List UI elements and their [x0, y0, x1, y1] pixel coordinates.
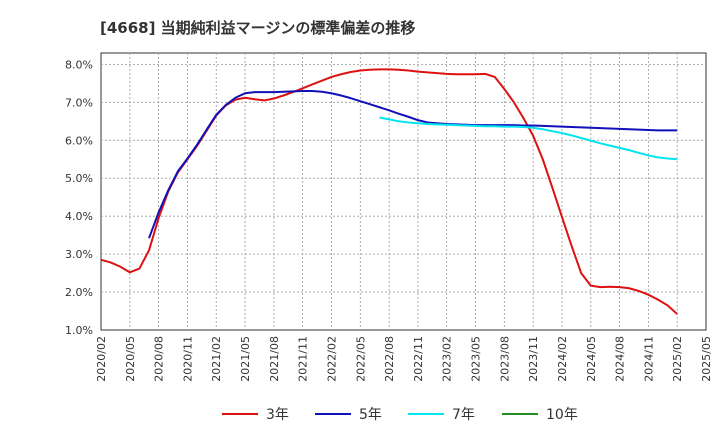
x-tick-label: 2022/11 [412, 336, 425, 382]
series-line-5年 [148, 89, 678, 239]
x-tick-label: 2024/11 [642, 336, 655, 382]
x-tick-label: 2022/02 [325, 336, 338, 382]
legend-label: 10年 [546, 407, 578, 423]
y-tick-label: 2.0% [65, 286, 93, 299]
legend-label: 5年 [359, 407, 382, 423]
x-axis-ticks: 2020/02 2020/05 2020/08 2020/11 2021/02 2021/… [95, 336, 713, 382]
x-tick-label: 2023/08 [498, 336, 511, 382]
y-tick-label: 1.0% [65, 324, 93, 337]
x-tick-label: 2021/05 [239, 336, 252, 382]
x-tick-label: 2020/11 [181, 336, 194, 382]
y-tick-label: 8.0% [65, 58, 93, 71]
y-tick-label: 4.0% [65, 210, 93, 223]
x-tick-label: 2020/08 [153, 336, 166, 382]
x-tick-label: 2024/08 [614, 336, 627, 382]
chart-title: [4668] 当期純利益マージンの標準偏差の推移 [100, 19, 415, 37]
legend-label: 7年 [452, 407, 475, 423]
y-axis-ticks: 1.0% 2.0% 3.0% 4.0% 5.0% 6.0% 7.0% 8.0% [65, 58, 93, 337]
series-layer [100, 68, 678, 315]
x-tick-label: 2023/05 [470, 336, 483, 382]
x-tick-label: 2020/02 [95, 336, 108, 382]
legend: 3年 5年 7年 10年 [222, 407, 578, 423]
x-tick-label: 2024/02 [556, 336, 569, 382]
grid-layer [101, 53, 706, 330]
x-tick-label: 2025/02 [671, 336, 684, 382]
x-tick-label: 2021/02 [210, 336, 223, 382]
y-tick-label: 3.0% [65, 248, 93, 261]
plot-area [100, 52, 707, 331]
x-tick-label: 2024/05 [585, 336, 598, 382]
x-tick-label: 2022/08 [383, 336, 396, 382]
x-tick-label: 2022/05 [354, 336, 367, 382]
x-tick-label: 2020/05 [124, 336, 137, 382]
x-tick-label: 2023/11 [527, 336, 540, 382]
series-line-7年 [379, 116, 678, 161]
x-tick-label: 2021/11 [297, 336, 310, 382]
y-tick-label: 7.0% [65, 96, 93, 109]
y-tick-label: 5.0% [65, 172, 93, 185]
x-tick-label: 2025/05 [700, 336, 713, 382]
legend-label: 3年 [266, 407, 289, 423]
x-tick-label: 2023/02 [441, 336, 454, 382]
x-tick-label: 2021/08 [268, 336, 281, 382]
y-tick-label: 6.0% [65, 134, 93, 147]
